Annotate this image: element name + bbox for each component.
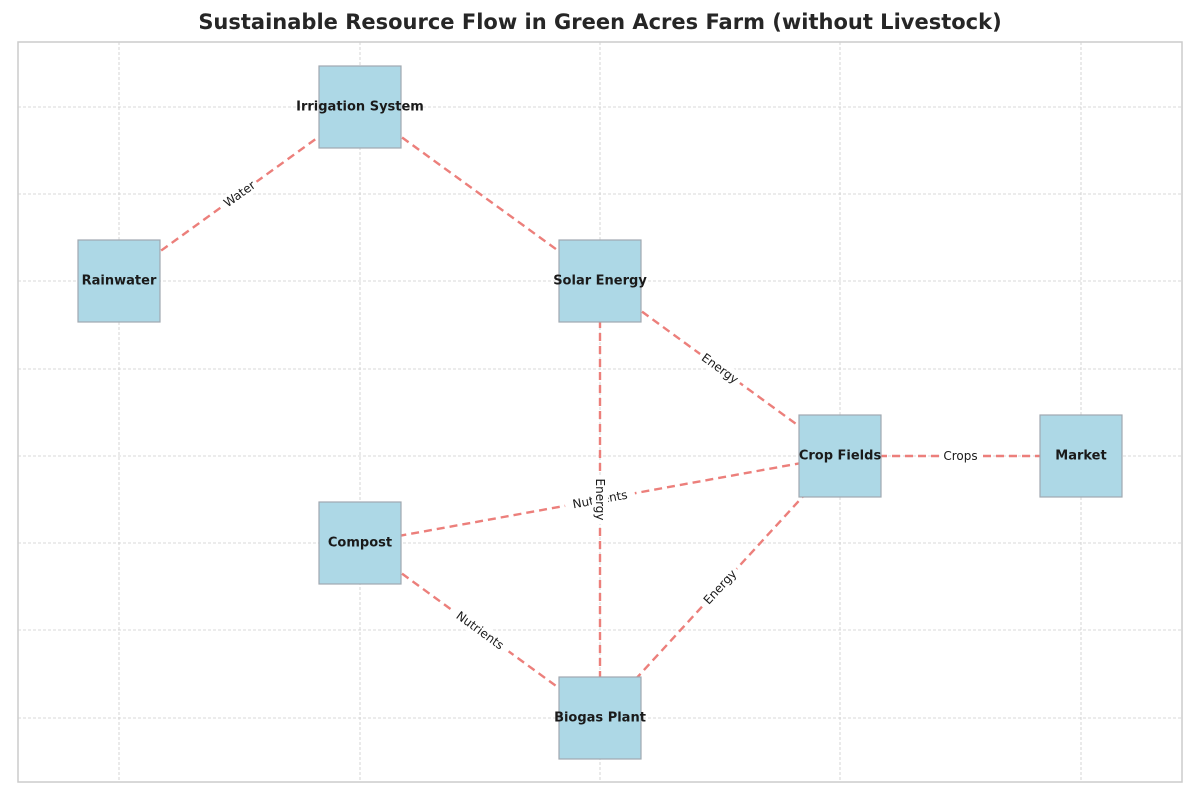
node-box-compost [318,501,402,585]
edge-biogas-crop [599,455,841,719]
node-box-irrigation [318,65,402,149]
node-label-irrigation: Irrigation System [296,100,424,115]
node-label-rainwater: Rainwater [82,274,157,289]
node-box-crop [798,414,882,498]
node-label-market: Market [1055,449,1106,464]
edge-label-text: Nutrients [453,608,506,652]
edge-label-solar-crop: Energy [695,347,745,390]
node-market: Market [1039,414,1123,498]
edge-label-solar-biogas: Energy [592,474,608,525]
edge-label-bg [446,603,514,658]
edge-label-biogas-crop: Energy [697,563,743,611]
node-label-solar: Solar Energy [553,274,647,289]
edge-label-text: Energy [701,567,740,607]
node-box-rainwater [77,239,161,323]
plot-frame [17,41,1183,783]
node-box-market [1039,414,1123,498]
node-label-biogas: Biogas Plant [554,711,646,726]
edge-label-bg [217,175,262,213]
edge-label-compost-biogas: Nutrients [446,603,514,658]
node-box-solar [558,239,642,323]
edge-label-bg [939,448,982,464]
edge-label-bg [592,474,608,525]
node-crop: Crop Fields [798,414,882,498]
node-irrigation: Irrigation System [296,65,424,149]
nodes: Irrigation System Rainwater Solar Energy Cr… [77,65,1123,760]
node-biogas: Biogas Plant [554,676,646,760]
node-label-compost: Compost [328,536,392,551]
edge-label-bg [697,563,743,611]
edge-label-text: Crops [943,449,977,463]
edge-label-bg [695,347,745,390]
edge-label-crop-market: Crops [939,448,982,464]
node-solar: Solar Energy [553,239,647,323]
edge-label-text: Energy [593,478,607,520]
diagram-title: Sustainable Resource Flow in Green Acres… [198,10,1002,34]
node-rainwater: Rainwater [77,239,161,323]
node-compost: Compost [318,501,402,585]
node-box-biogas [558,676,642,760]
edge-compost-crop [359,454,841,545]
edge-label-text: Energy [699,350,741,386]
node-label-crop: Crop Fields [799,449,882,464]
